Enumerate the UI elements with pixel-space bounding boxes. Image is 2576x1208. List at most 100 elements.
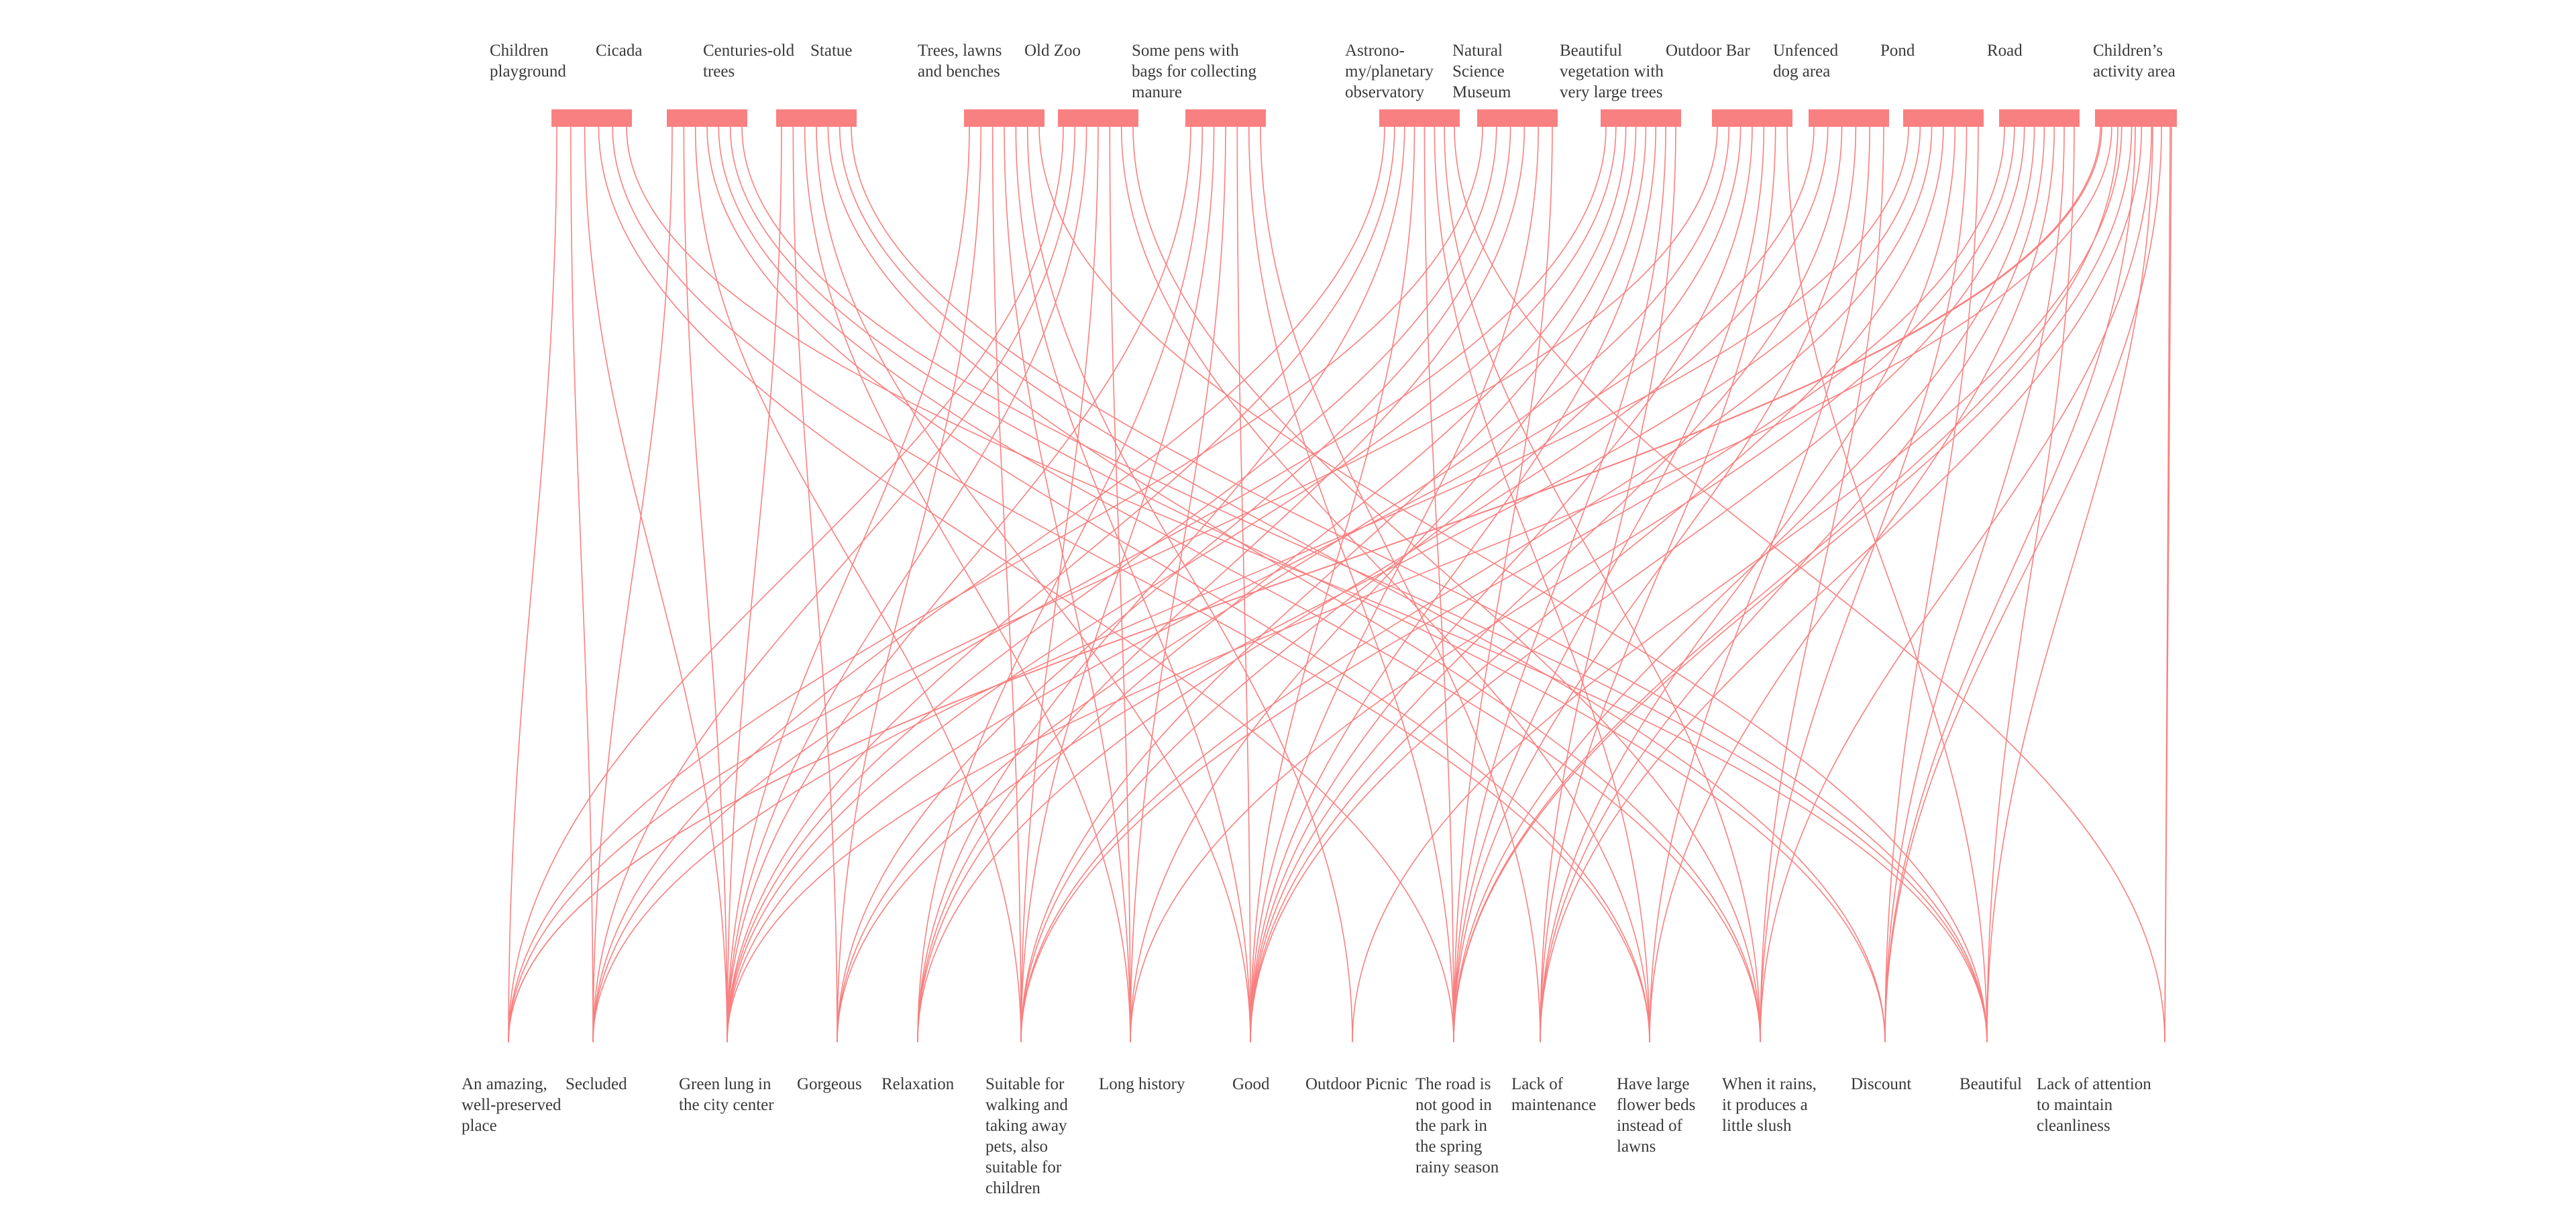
link-curve [839,126,1886,1043]
link-curve [816,126,1251,1043]
link-curve [2164,126,2172,1043]
link-curve [1250,126,1415,1043]
top-label-children-playground: Children playground [490,42,566,81]
bottom-label-long-history: Long history [1099,1075,1185,1093]
link-curve [718,126,1761,1043]
bottom-label-secluded: Secluded [566,1075,627,1093]
top-label-childrens-activity-area: Children’s activity area [2093,42,2176,81]
top-node-bar [1809,109,1889,127]
bottom-label-relaxation: Relaxation [881,1075,955,1093]
link-curve [706,126,1650,1043]
link-curve [1250,126,1657,1043]
link-curve [1760,126,1884,1043]
link-curve [917,126,1525,1043]
link-curve [1248,126,1454,1043]
link-curve [837,126,1730,1043]
link-curve [1453,126,1765,1043]
top-label-cicada: Cicada [596,42,643,60]
link-curve [1132,126,1761,1043]
link-curve [1540,126,1776,1043]
link-curve [1540,126,1676,1043]
top-label-pens-manure: Some pens with bags for collecting manur… [1132,42,1257,101]
link-curve [1250,126,1753,1043]
link-curve [694,126,1022,1043]
link-curve [1760,126,1968,1043]
link-curve [1884,126,2162,1043]
link-curve [592,126,1385,1043]
link-curve [741,126,1988,1043]
top-label-statue: Statue [810,42,853,60]
top-node-bar [1712,109,1792,127]
top-label-natural-science-museum: Natural Science Museum [1452,42,1511,101]
top-label-beautiful-vegetation: Beautiful vegetation with very large tre… [1560,42,1664,101]
link-curve [1026,126,1353,1043]
bottom-label-good: Good [1232,1075,1270,1093]
link-curve [1453,126,2133,1043]
link-curve [837,126,982,1043]
top-node-bar [964,109,1044,127]
link-curve [592,126,1909,1043]
link-curve [508,126,1064,1043]
top-node-bar [1999,109,2080,127]
link-curve [584,126,728,1043]
bottom-label-lack-maintenance: Lack of maintenance [1511,1075,1597,1114]
link-curve [592,126,1607,1043]
link-curve [592,126,673,1043]
link-curve [508,126,2101,1043]
top-node-bar [1477,109,1558,127]
link-curve [727,126,1815,1043]
top-node-bar [1379,109,1460,127]
link-curve [1453,126,2035,1043]
link-curve [1015,126,1251,1043]
link-curve [1986,126,2075,1043]
link-curve [612,126,1650,1043]
top-label-pond: Pond [1880,42,1915,60]
bottom-label-amazing-place: An amazing, well-preserved place [462,1075,561,1135]
link-curve [1434,126,1650,1043]
link-curve [1109,126,1131,1043]
link-curve [991,126,1022,1043]
top-label-road: Road [1987,42,2023,60]
link-curve [1649,126,2055,1043]
link-curve [508,126,1483,1043]
link-curve [1453,126,2118,1043]
link-curve [827,126,1761,1043]
top-label-centuries-old-trees: Centuries-old trees [703,42,795,81]
link-curve [508,126,2102,1043]
bottom-label-road-not-good: The road is not good in the park in the … [1415,1075,1499,1176]
bottom-label-gorgeous: Gorgeous [797,1075,862,1093]
link-curve [1760,126,2153,1043]
link-curve [1453,126,1857,1043]
top-label-unfenced-dog-area: Unfenced dog area [1773,42,1839,81]
top-node-bar [1903,109,1984,127]
bottom-label-suitable-walking: Suitable for walking and taking away pet… [985,1075,1068,1197]
top-label-trees-lawns-benches: Trees, lawns and benches [918,42,1002,81]
link-curve [1120,126,1650,1043]
link-curve [570,126,594,1043]
top-node-bar [1058,109,1138,127]
link-curve [917,126,1829,1043]
top-node-bar [1601,109,1681,127]
link-curve [1884,126,1979,1043]
link-curve [1020,126,1099,1043]
link-curve [1649,126,1870,1043]
link-curve [727,126,1087,1043]
link-curve [727,126,1617,1043]
link-curve [1260,126,1541,1043]
link-curve [1454,126,2165,1043]
bottom-label-slush: When it rains, it produces a little slus… [1722,1075,1817,1135]
link-curve [1250,126,1944,1043]
bottom-label-beautiful: Beautiful [1960,1075,2023,1093]
link-curve [1236,126,1251,1043]
link-curve [1020,126,1637,1043]
link-curve [1020,126,1933,1043]
link-curve [727,126,2112,1043]
link-curve [792,126,838,1043]
link-curve [1020,126,1215,1043]
link-curve [1250,126,1539,1043]
bottom-label-outdoor-picnic: Outdoor Picnic [1305,1075,1408,1093]
link-curve [1130,126,1647,1043]
link-curve [917,126,1627,1043]
